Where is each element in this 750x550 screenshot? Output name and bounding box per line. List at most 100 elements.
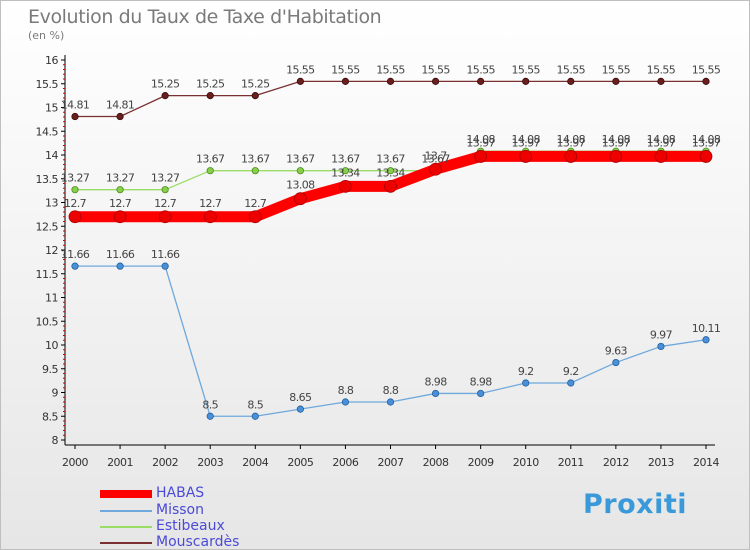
data-point-mouscards [161, 92, 169, 100]
data-point-habas [248, 210, 262, 224]
data-point-habas [158, 210, 172, 224]
y-tick-label: 12 [45, 244, 58, 257]
data-label-mouscards: 15.55 [602, 63, 631, 76]
data-point-mouscards [341, 77, 350, 85]
x-tick-label: 2006 [332, 456, 358, 469]
data-label-habas: 13.97 [511, 136, 540, 149]
x-tick-label: 2007 [378, 456, 404, 469]
data-label-mouscards: 15.55 [557, 63, 586, 76]
data-point-mouscards [612, 77, 620, 85]
data-label-estibeaux: 14.08 [466, 133, 495, 146]
data-label-misson: 8.98 [470, 375, 493, 388]
data-point-mouscards [431, 77, 440, 85]
legend-swatch-misson [100, 510, 152, 512]
data-label-habas: 12.7 [64, 197, 87, 210]
data-label-misson: 11.66 [106, 248, 135, 261]
data-label-mouscards: 15.55 [421, 63, 450, 76]
data-label-misson: 9.97 [650, 328, 673, 341]
data-label-estibeaux: 13.67 [196, 153, 225, 166]
data-point-habas [519, 150, 533, 163]
data-label-misson: 8.5 [202, 398, 218, 411]
data-label-misson: 8.65 [289, 391, 312, 404]
data-point-misson [116, 262, 124, 270]
data-label-mouscards: 14.81 [106, 99, 135, 112]
data-point-misson [296, 405, 304, 413]
data-point-estibeaux [71, 186, 79, 194]
data-point-misson [567, 379, 575, 387]
data-point-mouscards [657, 77, 665, 85]
data-label-misson: 9.63 [605, 345, 628, 358]
data-point-habas [699, 150, 713, 163]
data-labels: 14.81 14.81 15.25 15.25 15.25 15.55 15.55 15.55… [61, 63, 722, 411]
data-point-misson [341, 398, 350, 406]
data-label-misson: 8.8 [338, 384, 354, 397]
data-label-estibeaux: 14.08 [602, 133, 631, 146]
chart-title: Evolution du Taux de Taxe d'Habitation [28, 6, 382, 28]
data-label-misson: 9.2 [563, 365, 579, 378]
x-tick-label: 2011 [558, 456, 584, 469]
y-tick-label: 11 [45, 292, 58, 305]
legend-label-estibeaux: Estibeaux [156, 518, 225, 534]
data-point-habas [429, 162, 442, 176]
x-tick-label: 2009 [468, 456, 494, 469]
x-tick-label: 2012 [603, 456, 629, 469]
x-tick-label: 2000 [62, 456, 88, 469]
data-point-misson [702, 336, 710, 344]
data-point-misson [206, 412, 214, 420]
x-tick-label: 2014 [693, 456, 719, 469]
y-tick-label: 14 [45, 149, 58, 162]
data-label-misson: 8.8 [383, 384, 399, 397]
data-point-mouscards [71, 112, 79, 121]
data-label-mouscards: 15.55 [376, 63, 405, 76]
y-tick-label: 10 [45, 339, 58, 352]
axes: 8 8.5 9 9.5 10 10.5 11 11.5 12 12.5 13 13.5 14 14.5 15… [36, 54, 720, 469]
data-label-estibeaux: 14.08 [557, 133, 586, 146]
data-point-estibeaux [251, 167, 259, 175]
data-point-misson [431, 389, 440, 398]
data-point-estibeaux [161, 186, 169, 194]
data-label-estibeaux: 14.08 [511, 133, 540, 146]
data-point-estibeaux [341, 167, 350, 175]
data-label-habas: 13.97 [692, 136, 721, 149]
data-point-estibeaux [296, 167, 304, 175]
data-point-misson [161, 262, 169, 270]
data-label-habas: 13.97 [602, 136, 631, 149]
x-tick-label: 2003 [197, 456, 223, 469]
data-label-misson: 8.5 [247, 398, 263, 411]
data-point-habas [203, 210, 217, 224]
y-tick-label: 16 [45, 54, 58, 67]
y-tick-label: 13.5 [36, 173, 59, 186]
x-tick-label: 2005 [287, 456, 313, 469]
data-label-habas: 12.7 [199, 197, 222, 210]
data-point-misson [477, 389, 485, 398]
y-tick-label: 9.5 [42, 363, 58, 376]
data-label-mouscards: 14.81 [61, 99, 90, 112]
data-point-estibeaux [116, 186, 124, 194]
series-layer [68, 77, 713, 420]
data-label-habas: 13.7 [425, 149, 448, 162]
x-tick-label: 2004 [242, 456, 268, 469]
data-point-estibeaux [386, 167, 395, 175]
data-label-habas: 13.97 [466, 136, 495, 149]
data-label-estibeaux: 13.67 [286, 153, 315, 166]
data-point-mouscards [702, 77, 710, 85]
y-tick-label: 9 [52, 387, 59, 400]
legend-label-misson: Misson [156, 502, 204, 518]
data-label-misson: 10.11 [692, 322, 721, 335]
data-label-habas: 13.34 [376, 166, 405, 179]
data-label-mouscards: 15.55 [647, 63, 676, 76]
data-point-mouscards [386, 77, 395, 85]
data-label-habas: 13.97 [557, 136, 586, 149]
data-label-misson: 8.98 [425, 375, 448, 388]
data-label-habas: 13.08 [286, 179, 315, 192]
legend-label-mouscards: Mouscardès [156, 534, 240, 550]
y-tick-label: 11.5 [36, 268, 59, 281]
x-tick-label: 2010 [513, 456, 539, 469]
data-point-estibeaux [206, 167, 214, 175]
data-label-estibeaux: 13.27 [151, 172, 180, 185]
data-label-mouscards: 15.55 [511, 63, 540, 76]
data-label-habas: 13.34 [331, 166, 360, 179]
data-label-habas: 13.97 [647, 136, 676, 149]
